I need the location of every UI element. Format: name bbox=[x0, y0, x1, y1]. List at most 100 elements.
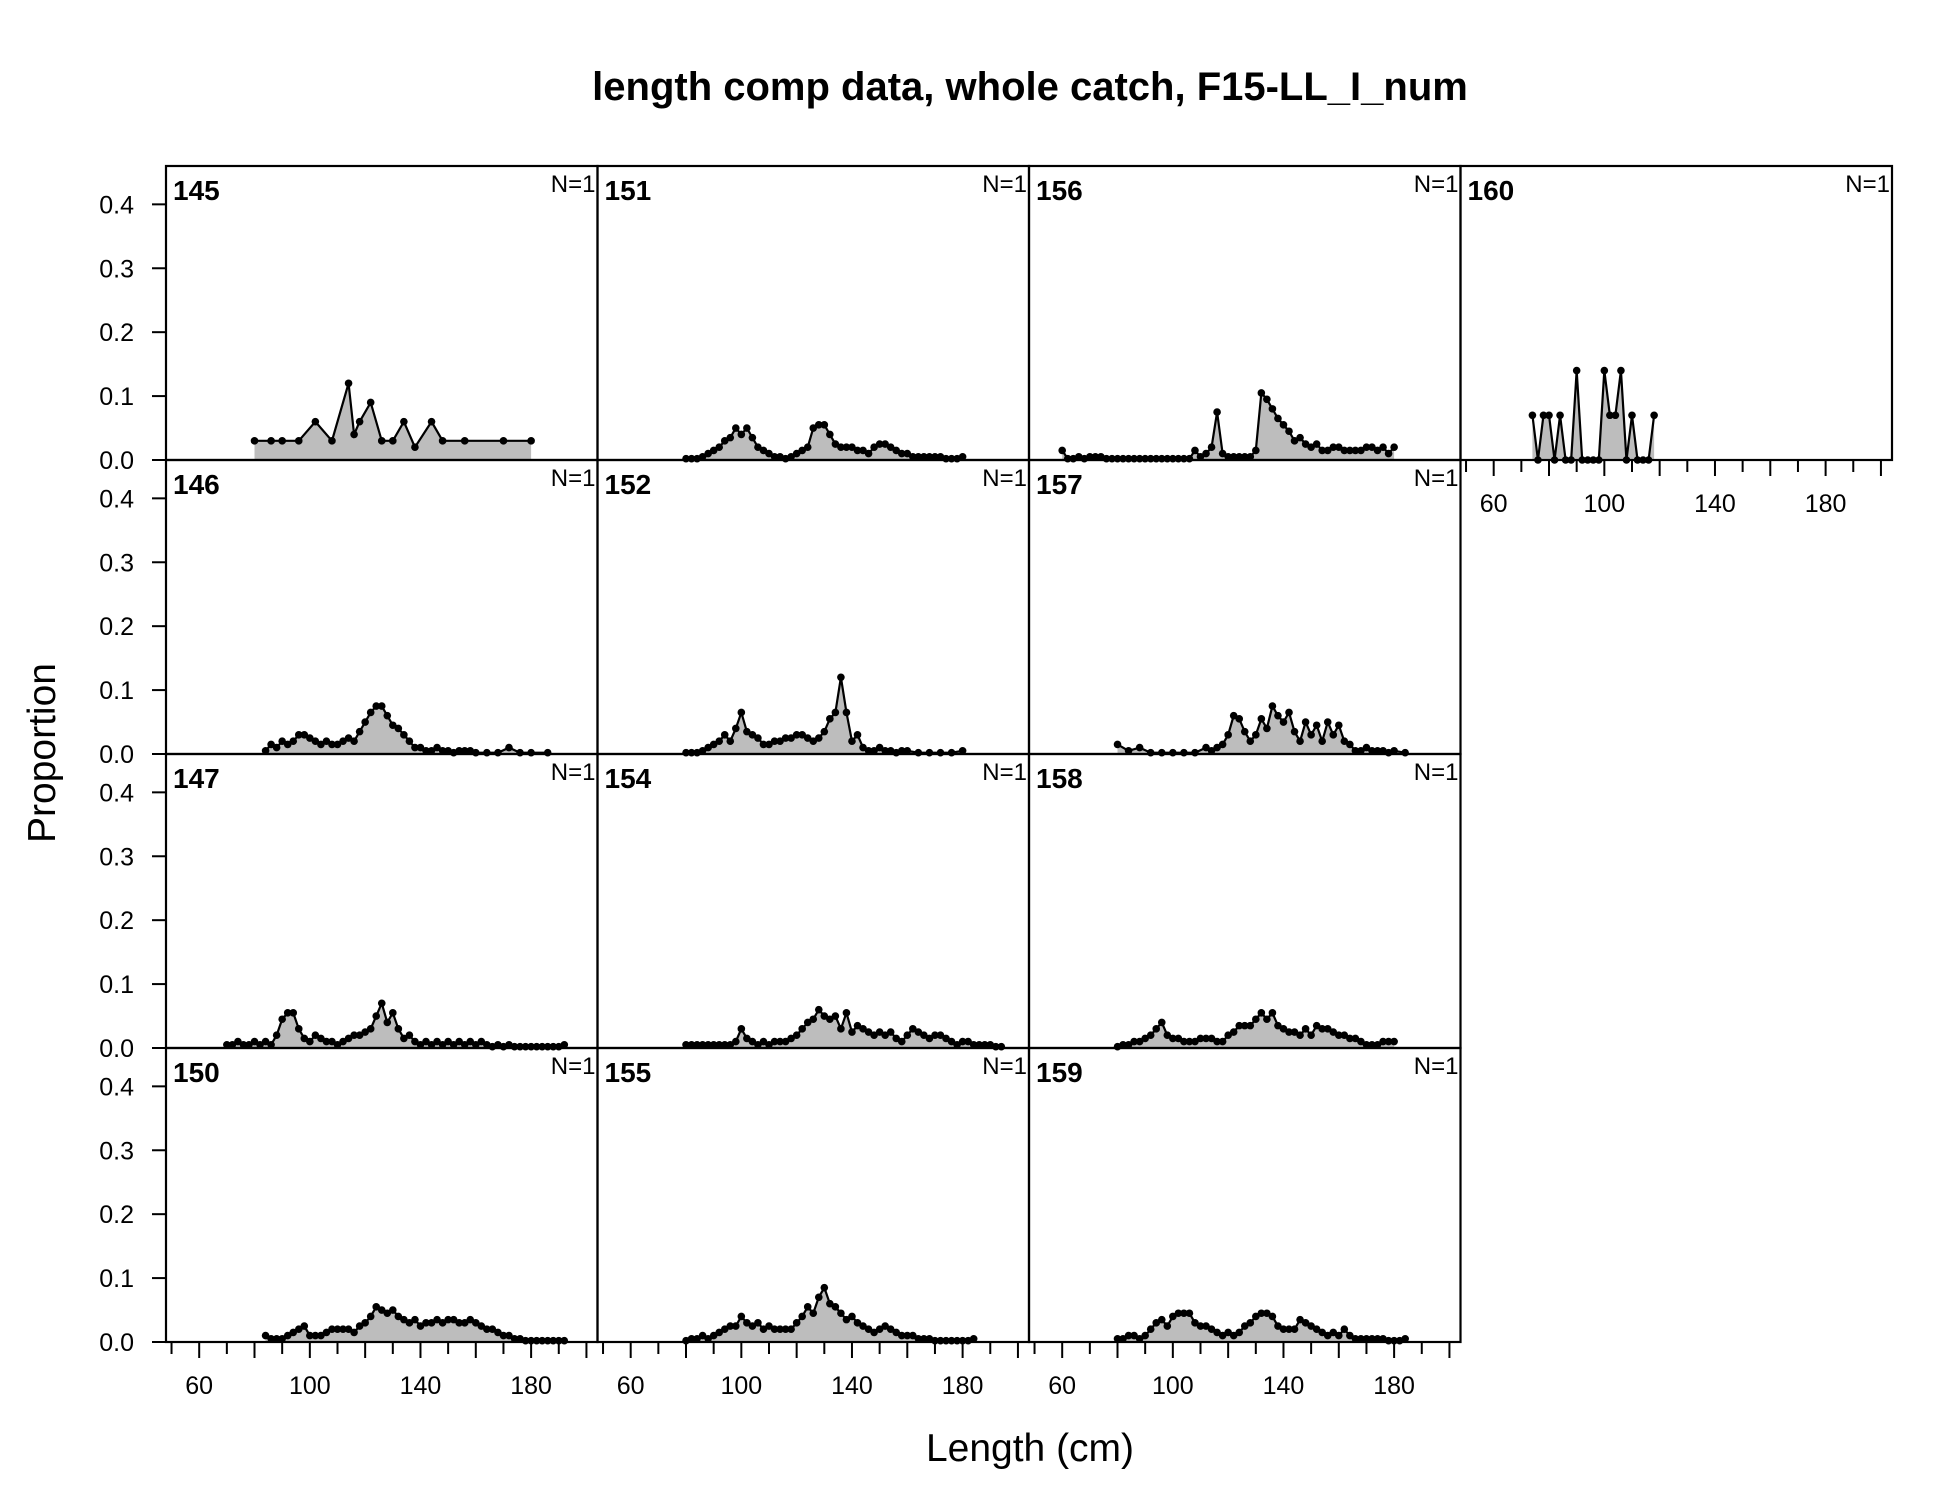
panel-label: 156 bbox=[1036, 175, 1083, 206]
data-point bbox=[947, 748, 956, 757]
data-point bbox=[350, 430, 358, 439]
data-point bbox=[848, 1028, 856, 1036]
data-point bbox=[1290, 437, 1299, 445]
y-tick-label: 0.0 bbox=[99, 1329, 134, 1357]
data-point bbox=[875, 743, 884, 752]
data-point bbox=[366, 1312, 375, 1321]
data-point bbox=[433, 1315, 441, 1324]
data-point bbox=[903, 1031, 912, 1040]
data-point bbox=[527, 437, 535, 445]
data-point bbox=[438, 1319, 447, 1327]
data-point bbox=[754, 1319, 762, 1327]
y-tick-label: 0.2 bbox=[99, 319, 134, 347]
data-point bbox=[416, 1041, 425, 1049]
data-point bbox=[1086, 453, 1094, 461]
y-tick-label: 0.4 bbox=[99, 191, 134, 219]
data-point bbox=[1124, 1041, 1133, 1049]
data-point bbox=[483, 1325, 491, 1334]
data-point bbox=[936, 1031, 945, 1040]
data-point bbox=[1323, 718, 1332, 726]
data-point bbox=[958, 1037, 967, 1046]
data-point bbox=[317, 1034, 325, 1043]
data-point bbox=[471, 1319, 480, 1327]
data-point bbox=[1218, 1331, 1227, 1340]
data-point bbox=[333, 1325, 342, 1334]
data-point bbox=[488, 1325, 497, 1334]
data-point bbox=[283, 1331, 292, 1340]
data-point bbox=[1373, 1041, 1382, 1049]
data-point bbox=[842, 1009, 851, 1017]
data-point bbox=[449, 1315, 458, 1324]
data-point bbox=[1091, 453, 1100, 461]
data-point bbox=[1611, 411, 1620, 420]
data-point bbox=[444, 1315, 452, 1324]
x-tick-label: 100 bbox=[1583, 490, 1625, 518]
panel-159: 159 N=1 60 100 140 180 bbox=[1027, 1046, 1462, 1400]
data-point bbox=[1146, 748, 1155, 757]
data-point bbox=[394, 724, 403, 733]
data-point bbox=[792, 731, 801, 739]
data-point bbox=[460, 1319, 469, 1327]
x-tick-label: 180 bbox=[1805, 490, 1847, 518]
data-point bbox=[820, 727, 829, 736]
data-point bbox=[1285, 1325, 1293, 1334]
data-point bbox=[394, 1025, 403, 1033]
data-point bbox=[1235, 715, 1244, 723]
data-point bbox=[942, 1034, 950, 1043]
data-point bbox=[726, 1322, 735, 1330]
data-point bbox=[416, 743, 425, 752]
data-point bbox=[925, 748, 934, 757]
data-point bbox=[1323, 1331, 1332, 1340]
data-point bbox=[837, 1025, 845, 1033]
data-point bbox=[267, 1335, 275, 1343]
data-point bbox=[1113, 1335, 1122, 1343]
y-axis-label: Proportion bbox=[21, 663, 64, 843]
data-point bbox=[1600, 366, 1609, 375]
data-point bbox=[1606, 411, 1614, 420]
data-point bbox=[814, 1293, 823, 1302]
panel-n-label: N=1 bbox=[982, 1053, 1027, 1080]
data-point bbox=[914, 1028, 923, 1036]
data-point bbox=[1180, 1309, 1188, 1318]
data-point bbox=[1390, 747, 1398, 755]
data-point bbox=[466, 1037, 475, 1046]
data-point bbox=[477, 1322, 486, 1330]
data-point bbox=[317, 1331, 325, 1340]
data-point bbox=[1373, 1335, 1382, 1343]
data-point bbox=[322, 1328, 331, 1337]
data-point bbox=[322, 1037, 331, 1046]
data-point bbox=[792, 1031, 801, 1040]
x-tick-label: 180 bbox=[510, 1372, 552, 1400]
data-point bbox=[427, 1319, 436, 1327]
x-tick-label: 60 bbox=[1048, 1372, 1076, 1400]
data-point bbox=[1301, 1319, 1310, 1327]
data-point bbox=[848, 737, 856, 746]
panel-label: 152 bbox=[605, 469, 652, 500]
panel-155: 155 N=1 60 100 140 180 bbox=[596, 1046, 1031, 1400]
data-point bbox=[223, 1041, 231, 1049]
data-point bbox=[881, 747, 889, 755]
data-point bbox=[1224, 453, 1232, 461]
data-point bbox=[814, 734, 823, 742]
data-point bbox=[460, 1041, 469, 1049]
data-point bbox=[1351, 1335, 1360, 1343]
data-point bbox=[831, 708, 840, 717]
data-point bbox=[837, 443, 845, 452]
data-point bbox=[726, 1041, 735, 1049]
data-point bbox=[859, 446, 867, 455]
panel-area-fill bbox=[1117, 1012, 1395, 1048]
data-point bbox=[444, 1037, 452, 1046]
data-point bbox=[400, 1315, 408, 1324]
data-point bbox=[322, 737, 331, 746]
data-point bbox=[1334, 1031, 1343, 1040]
data-point bbox=[870, 747, 878, 755]
data-point bbox=[1202, 743, 1210, 752]
x-tick-label: 140 bbox=[831, 1372, 873, 1400]
data-point bbox=[803, 1018, 812, 1027]
data-point bbox=[389, 1009, 397, 1017]
panel-label: 158 bbox=[1036, 763, 1083, 794]
data-point bbox=[776, 737, 784, 746]
data-point bbox=[931, 453, 939, 461]
data-point bbox=[350, 1031, 358, 1040]
data-point bbox=[1274, 414, 1282, 423]
